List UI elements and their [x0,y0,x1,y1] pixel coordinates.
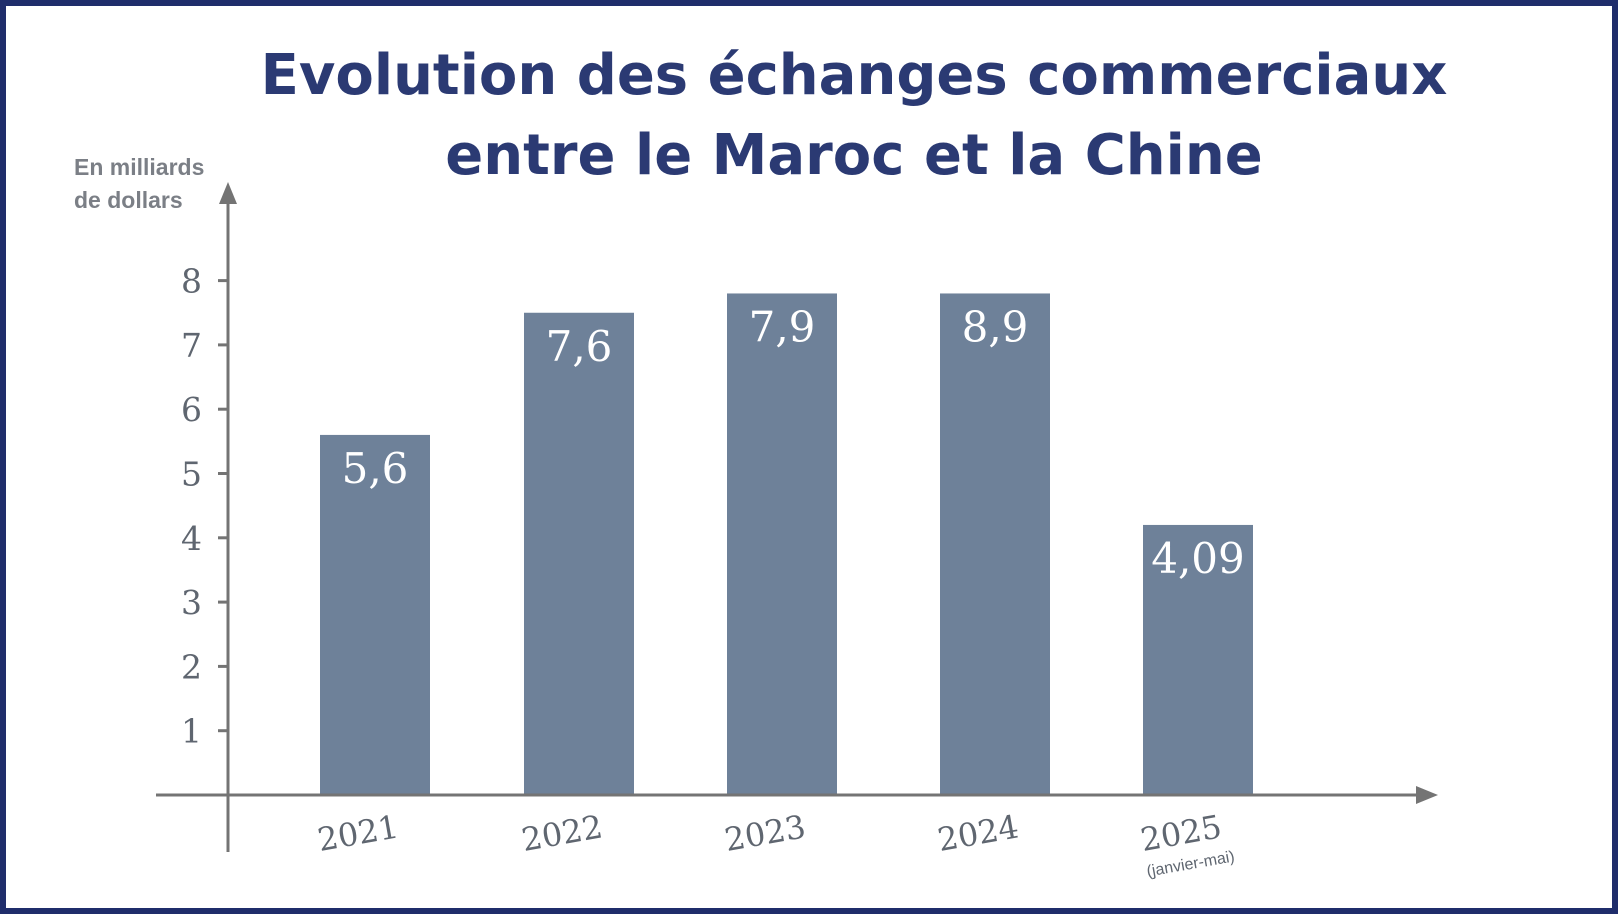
y-tick-label: 7 [181,326,202,365]
bar-value-label: 7,9 [749,302,816,351]
x-category: 2024 [935,807,1022,859]
bar-chart: Evolution des échanges commerciaux entre… [74,43,1448,881]
y-tick-label: 2 [181,647,202,686]
bar-value-label: 7,6 [546,322,613,371]
bar-2021 [320,434,430,795]
y-tick-label: 5 [181,455,202,494]
bar-2024 [940,293,1050,795]
y-tick-label: 3 [181,583,202,622]
y-axis-label-line-1: En milliards [74,154,204,180]
bar-value-label: 5,6 [342,444,409,493]
bar-value-label: 4,09 [1151,534,1245,583]
x-category-label: 2023 [722,807,809,859]
y-axis-label-line-2: de dollars [74,187,183,213]
x-category: 2025(janvier-mai) [1138,807,1236,880]
y-tick-label: 1 [181,712,202,751]
x-category: 2022 [519,807,606,859]
bar-2022 [524,312,634,795]
y-tick-label: 4 [181,519,202,558]
chart-title-line-2: entre le Maroc et la Chine [445,123,1262,188]
bars-group: 5,6 7,6 7,9 8,9 4,09 [320,293,1253,795]
y-tick-label: 8 [181,262,202,301]
y-ticks-group: 1 2 3 4 5 6 7 8 [181,262,228,751]
x-category: 2021 [315,807,402,859]
bar-2025 [1143,524,1253,795]
x-category-label: 2024 [935,807,1022,859]
x-category-label: 2022 [519,807,606,859]
bar-value-label: 8,9 [962,302,1029,351]
x-axis-arrow [1416,786,1438,804]
x-category: 2023 [722,807,809,859]
chart-title-line-1: Evolution des échanges commerciaux [261,43,1448,108]
y-tick-label: 6 [181,390,202,429]
bar-2023 [727,293,837,795]
y-axis-arrow [219,182,237,204]
x-categories-group: 2021 2022 2023 2024 2025(janvier-mai) [315,807,1236,880]
x-category-label: 2021 [315,807,402,859]
